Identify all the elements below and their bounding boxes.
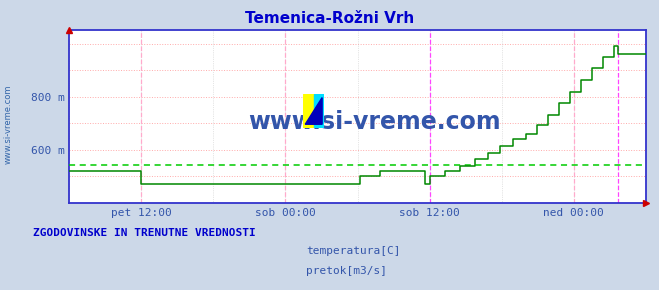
Text: pretok[m3/s]: pretok[m3/s] bbox=[306, 266, 387, 276]
Bar bbox=[314, 94, 324, 128]
Text: temperatura[C]: temperatura[C] bbox=[306, 246, 401, 256]
Text: www.si-vreme.com: www.si-vreme.com bbox=[248, 110, 501, 134]
Bar bbox=[303, 94, 314, 128]
Polygon shape bbox=[305, 97, 322, 124]
Text: www.si-vreme.com: www.si-vreme.com bbox=[4, 85, 13, 164]
Text: ZGODOVINSKE IN TRENUTNE VREDNOSTI: ZGODOVINSKE IN TRENUTNE VREDNOSTI bbox=[33, 228, 256, 238]
Text: Temenica-Rožni Vrh: Temenica-Rožni Vrh bbox=[245, 11, 414, 26]
